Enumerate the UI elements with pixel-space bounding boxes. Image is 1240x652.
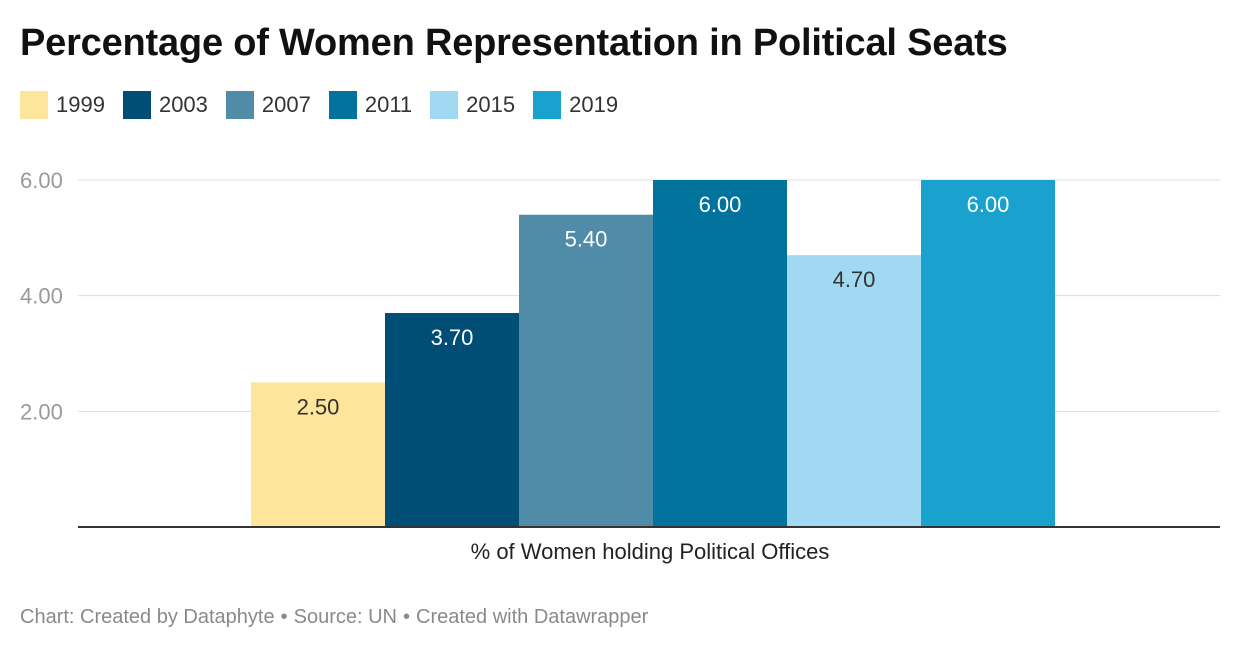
legend-swatch-2011 xyxy=(328,91,357,119)
bar-2015 xyxy=(787,255,921,527)
data-label-2015: 4.70 xyxy=(833,267,876,292)
bar-2003 xyxy=(385,313,519,527)
legend-label-2011: 2011 xyxy=(364,92,413,117)
legend-item-2015: 2015 xyxy=(430,91,515,119)
data-label-2019: 6.00 xyxy=(967,192,1010,217)
data-label-2007: 5.40 xyxy=(565,227,608,252)
y-tick-label: 2.00 xyxy=(20,399,63,424)
legend-label-2015: 2015 xyxy=(466,92,516,117)
legend-label-2019: 2019 xyxy=(569,92,619,117)
legend-label-1999: 1999 xyxy=(56,92,105,117)
legend-swatch-2019 xyxy=(533,91,562,119)
y-tick-label: 4.00 xyxy=(20,284,63,309)
legend-label-2003: 2003 xyxy=(158,92,208,117)
bar-2019 xyxy=(921,180,1055,527)
legend-item-2003: 2003 xyxy=(122,91,208,119)
chart-footer: Chart: Created by Dataphyte • Source: UN • C… xyxy=(20,606,648,629)
data-label-2003: 3.70 xyxy=(431,325,474,350)
footer-source: Source: UN xyxy=(293,606,397,628)
legend-swatch-2015 xyxy=(430,91,459,119)
chart-legend: 1999 2003 2007 2011 2015 2019 xyxy=(20,91,636,119)
data-label-2011: 6.00 xyxy=(699,192,742,217)
footer-separator: • xyxy=(402,606,410,628)
legend-label-2007: 2007 xyxy=(261,92,311,117)
footer-created-by: Chart: Created by Dataphyte xyxy=(20,606,275,628)
data-label-1999: 2.50 xyxy=(297,394,340,419)
bar-2007 xyxy=(519,214,653,527)
y-tick-label: 6.00 xyxy=(20,168,63,193)
chart-title: Percentage of Women Representation in Po… xyxy=(20,22,1008,64)
legend-item-2011: 2011 xyxy=(328,91,413,119)
bar-2011 xyxy=(653,180,787,527)
footer-tool: Created with Datawrapper xyxy=(416,606,649,628)
legend-swatch-2007 xyxy=(225,91,254,119)
legend-item-1999: 1999 xyxy=(20,91,105,119)
x-category-label: % of Women holding Political Offices xyxy=(471,539,830,564)
legend-swatch-1999 xyxy=(20,91,48,119)
legend-item-2019: 2019 xyxy=(533,91,618,119)
footer-separator: • xyxy=(280,606,288,628)
bar-1999 xyxy=(251,382,385,527)
legend-item-2007: 2007 xyxy=(225,91,311,119)
legend-swatch-2003 xyxy=(122,91,151,119)
